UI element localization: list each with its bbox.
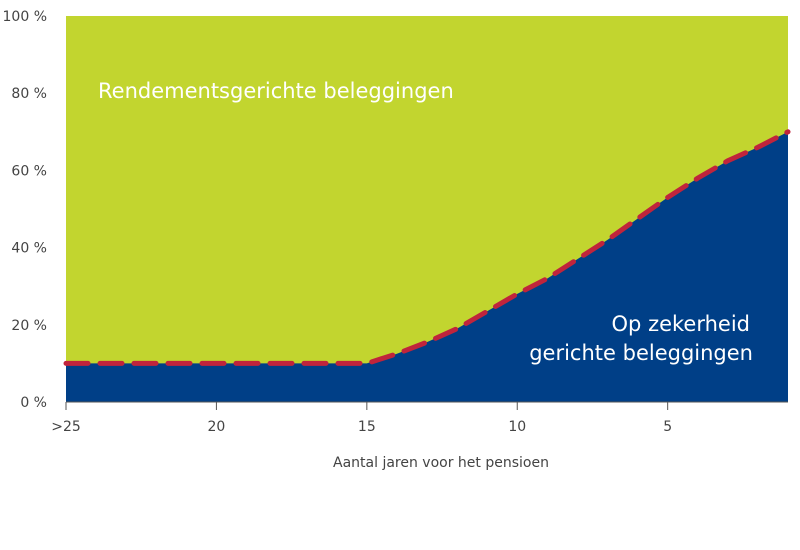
y-tick-label: 80 % <box>11 86 47 102</box>
x-axis: >25 20 15 10 5 <box>51 401 788 435</box>
x-tick-label: >25 <box>51 419 81 435</box>
boundary-line <box>63 129 791 366</box>
y-tick-label: 20 % <box>11 318 47 334</box>
plot-area <box>63 16 791 403</box>
series-label-zekerheid-line1: Op zekerheid <box>612 312 750 336</box>
x-tick-label: 10 <box>508 419 526 435</box>
area-op-zekerheid <box>66 131 788 403</box>
y-tick-label: 100 % <box>3 9 47 25</box>
series-label-zekerheid-line2: gerichte beleggingen <box>529 341 753 365</box>
x-tick-label: 20 <box>208 419 226 435</box>
y-tick-label: 60 % <box>11 163 47 179</box>
y-tick-label: 40 % <box>11 241 47 257</box>
y-axis: 0 % 20 % 40 % 60 % 80 % 100 % <box>3 9 47 411</box>
x-tick-label: 5 <box>663 419 672 435</box>
series-label-rendementsgerichte: Rendementsgerichte beleggingen <box>98 79 454 103</box>
y-tick-label: 0 % <box>20 395 47 411</box>
x-tick-label: 15 <box>358 419 376 435</box>
x-axis-title: Aantal jaren voor het pensioen <box>333 455 549 471</box>
